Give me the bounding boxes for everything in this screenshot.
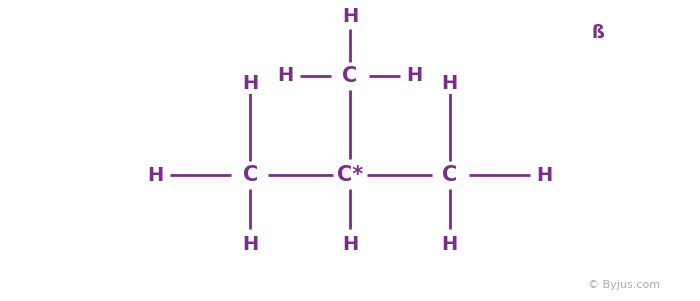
Text: BYJU'S: BYJU'S [626, 20, 672, 34]
Text: H: H [342, 235, 358, 254]
Text: H: H [407, 67, 423, 85]
Text: H: H [442, 235, 458, 254]
Text: H: H [536, 166, 552, 185]
Text: H: H [342, 7, 358, 26]
Text: The Learning App: The Learning App [622, 46, 677, 51]
Text: C: C [342, 66, 358, 86]
Text: H: H [148, 166, 164, 185]
Text: C: C [442, 165, 457, 185]
Text: H: H [242, 235, 258, 254]
Text: C*: C* [337, 165, 363, 185]
FancyBboxPatch shape [578, 8, 617, 63]
Text: ß: ß [592, 24, 604, 42]
Text: H: H [277, 67, 293, 85]
Text: H: H [442, 74, 458, 93]
Text: © Byjus.com: © Byjus.com [588, 280, 660, 290]
Text: H: H [242, 74, 258, 93]
Text: C: C [243, 165, 258, 185]
